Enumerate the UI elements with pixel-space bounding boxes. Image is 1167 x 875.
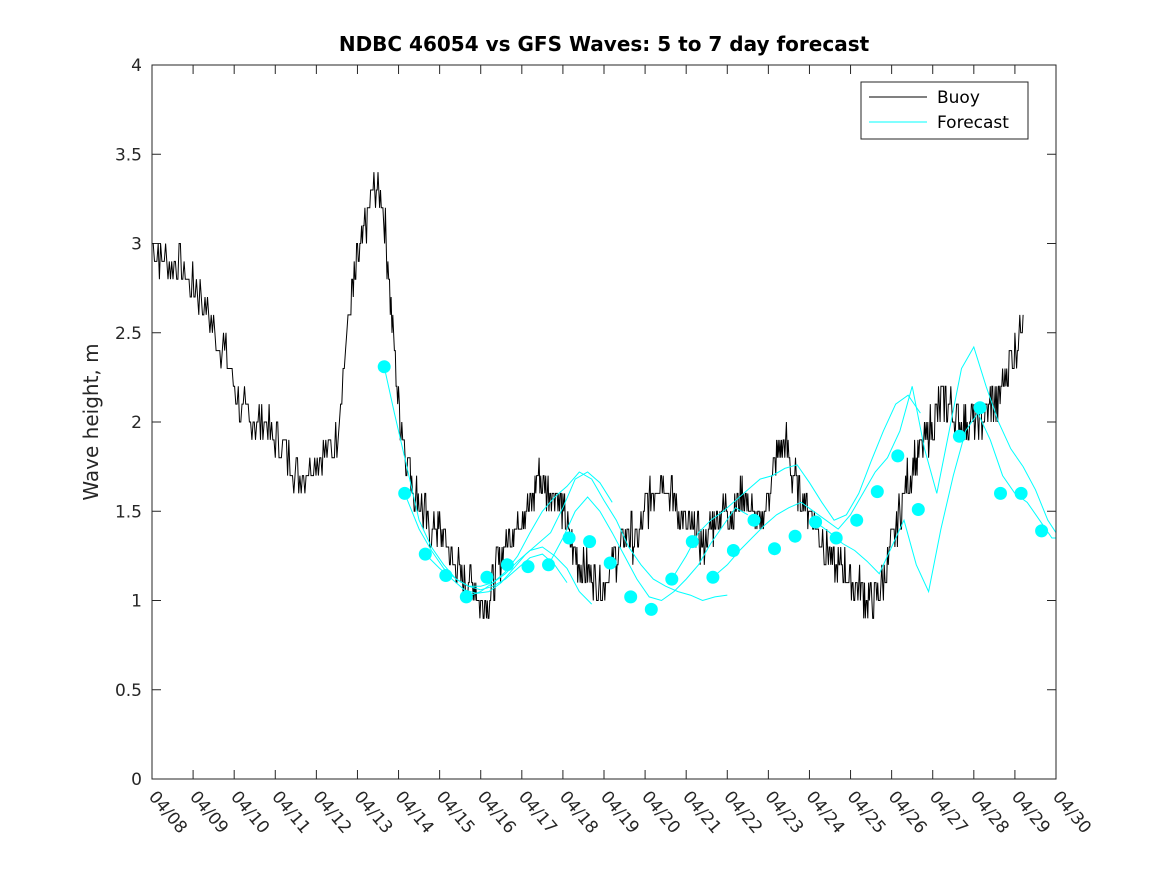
legend: Buoy Forecast (860, 81, 1029, 140)
legend-label-forecast: Forecast (937, 113, 1009, 133)
y-axis-label: Wave height, m (79, 343, 103, 500)
forecast-point (644, 602, 658, 616)
x-tick-label: 04/22 (719, 787, 766, 837)
forecast-trace (548, 496, 749, 602)
plot-area-frame (151, 64, 1057, 780)
forecast-point (562, 531, 576, 545)
x-tick-label: 04/20 (637, 787, 684, 837)
x-tick-label: 04/23 (761, 787, 808, 837)
plot-area-background (152, 65, 1056, 779)
forecast-trace (671, 394, 921, 580)
forecast-point (398, 486, 412, 500)
forecast-trace (712, 345, 1057, 578)
y-tick-label: 0 (131, 770, 142, 790)
x-tick-label: 04/24 (802, 787, 849, 837)
forecast-point (1035, 524, 1049, 538)
forecast-point (870, 485, 884, 499)
forecast-series-traces (383, 345, 1057, 605)
x-tick-label: 04/11 (267, 787, 314, 837)
x-tick-label: 04/19 (596, 787, 643, 837)
x-tick-label: 04/21 (678, 787, 725, 837)
forecast-point (439, 569, 453, 582)
y-tick-label: 1 (131, 592, 142, 612)
chart-title: NDBC 46054 vs GFS Waves: 5 to 7 day fore… (339, 32, 870, 56)
x-tick-label: 04/25 (843, 787, 890, 837)
forecast-point (973, 401, 987, 415)
forecast-point (459, 590, 473, 604)
x-tick-label: 04/27 (925, 787, 972, 837)
y-tick-label: 2.5 (115, 324, 142, 344)
x-tick-label: 04/28 (966, 787, 1013, 837)
forecast-point (665, 572, 679, 586)
y-tick-label: 0.5 (115, 681, 142, 701)
forecast-point (418, 547, 432, 561)
forecast-point (768, 542, 781, 556)
forecast-trace (424, 471, 613, 594)
x-tick-label: 04/16 (473, 787, 520, 837)
x-tick-label: 04/13 (350, 787, 397, 837)
x-tick-label: 04/14 (391, 787, 438, 837)
x-tick-label: 04/15 (432, 787, 479, 837)
forecast-point (542, 558, 555, 572)
forecast-point (480, 570, 494, 584)
x-tick-label: 04/12 (309, 787, 356, 837)
forecast-point (603, 556, 617, 570)
forecast-point (1014, 486, 1028, 500)
legend-box (860, 81, 1029, 140)
y-tick-label: 1.5 (115, 502, 142, 522)
forecast-point (850, 513, 864, 527)
forecast-point (952, 429, 966, 443)
forecast-point (726, 544, 740, 557)
forecast-point (685, 535, 699, 549)
forecast-point (747, 513, 761, 527)
forecast-point (829, 531, 843, 545)
x-tick-label: 04/30 (1048, 787, 1095, 837)
x-tick-label: 04/10 (226, 787, 273, 837)
y-tick-label: 4 (131, 56, 142, 76)
forecast-series-dots (377, 360, 1049, 616)
y-tick-label: 2 (131, 413, 142, 433)
forecast-point (583, 535, 597, 549)
forecast-point (788, 529, 802, 543)
forecast-trace (383, 366, 568, 591)
forecast-point (994, 486, 1007, 500)
forecast-point (521, 560, 535, 574)
forecast-point (911, 503, 925, 516)
x-tick-label: 04/18 (555, 787, 602, 837)
x-tick-label: 04/08 (144, 787, 191, 837)
forecast-point (624, 590, 638, 604)
forecast-trace (404, 493, 593, 605)
forecast-point (891, 449, 905, 463)
y-tick-label: 3 (131, 235, 142, 255)
legend-label-buoy: Buoy (937, 88, 980, 108)
y-tick-label: 3.5 (115, 145, 142, 165)
x-tick-label: 04/09 (185, 787, 232, 837)
x-tick-label: 04/29 (1007, 787, 1054, 837)
x-tick-label: 04/26 (884, 787, 931, 837)
forecast-point (377, 360, 391, 374)
forecast-point (706, 570, 720, 584)
x-tick-label: 04/17 (514, 787, 561, 837)
forecast-point (809, 515, 823, 529)
forecast-point (500, 558, 514, 572)
